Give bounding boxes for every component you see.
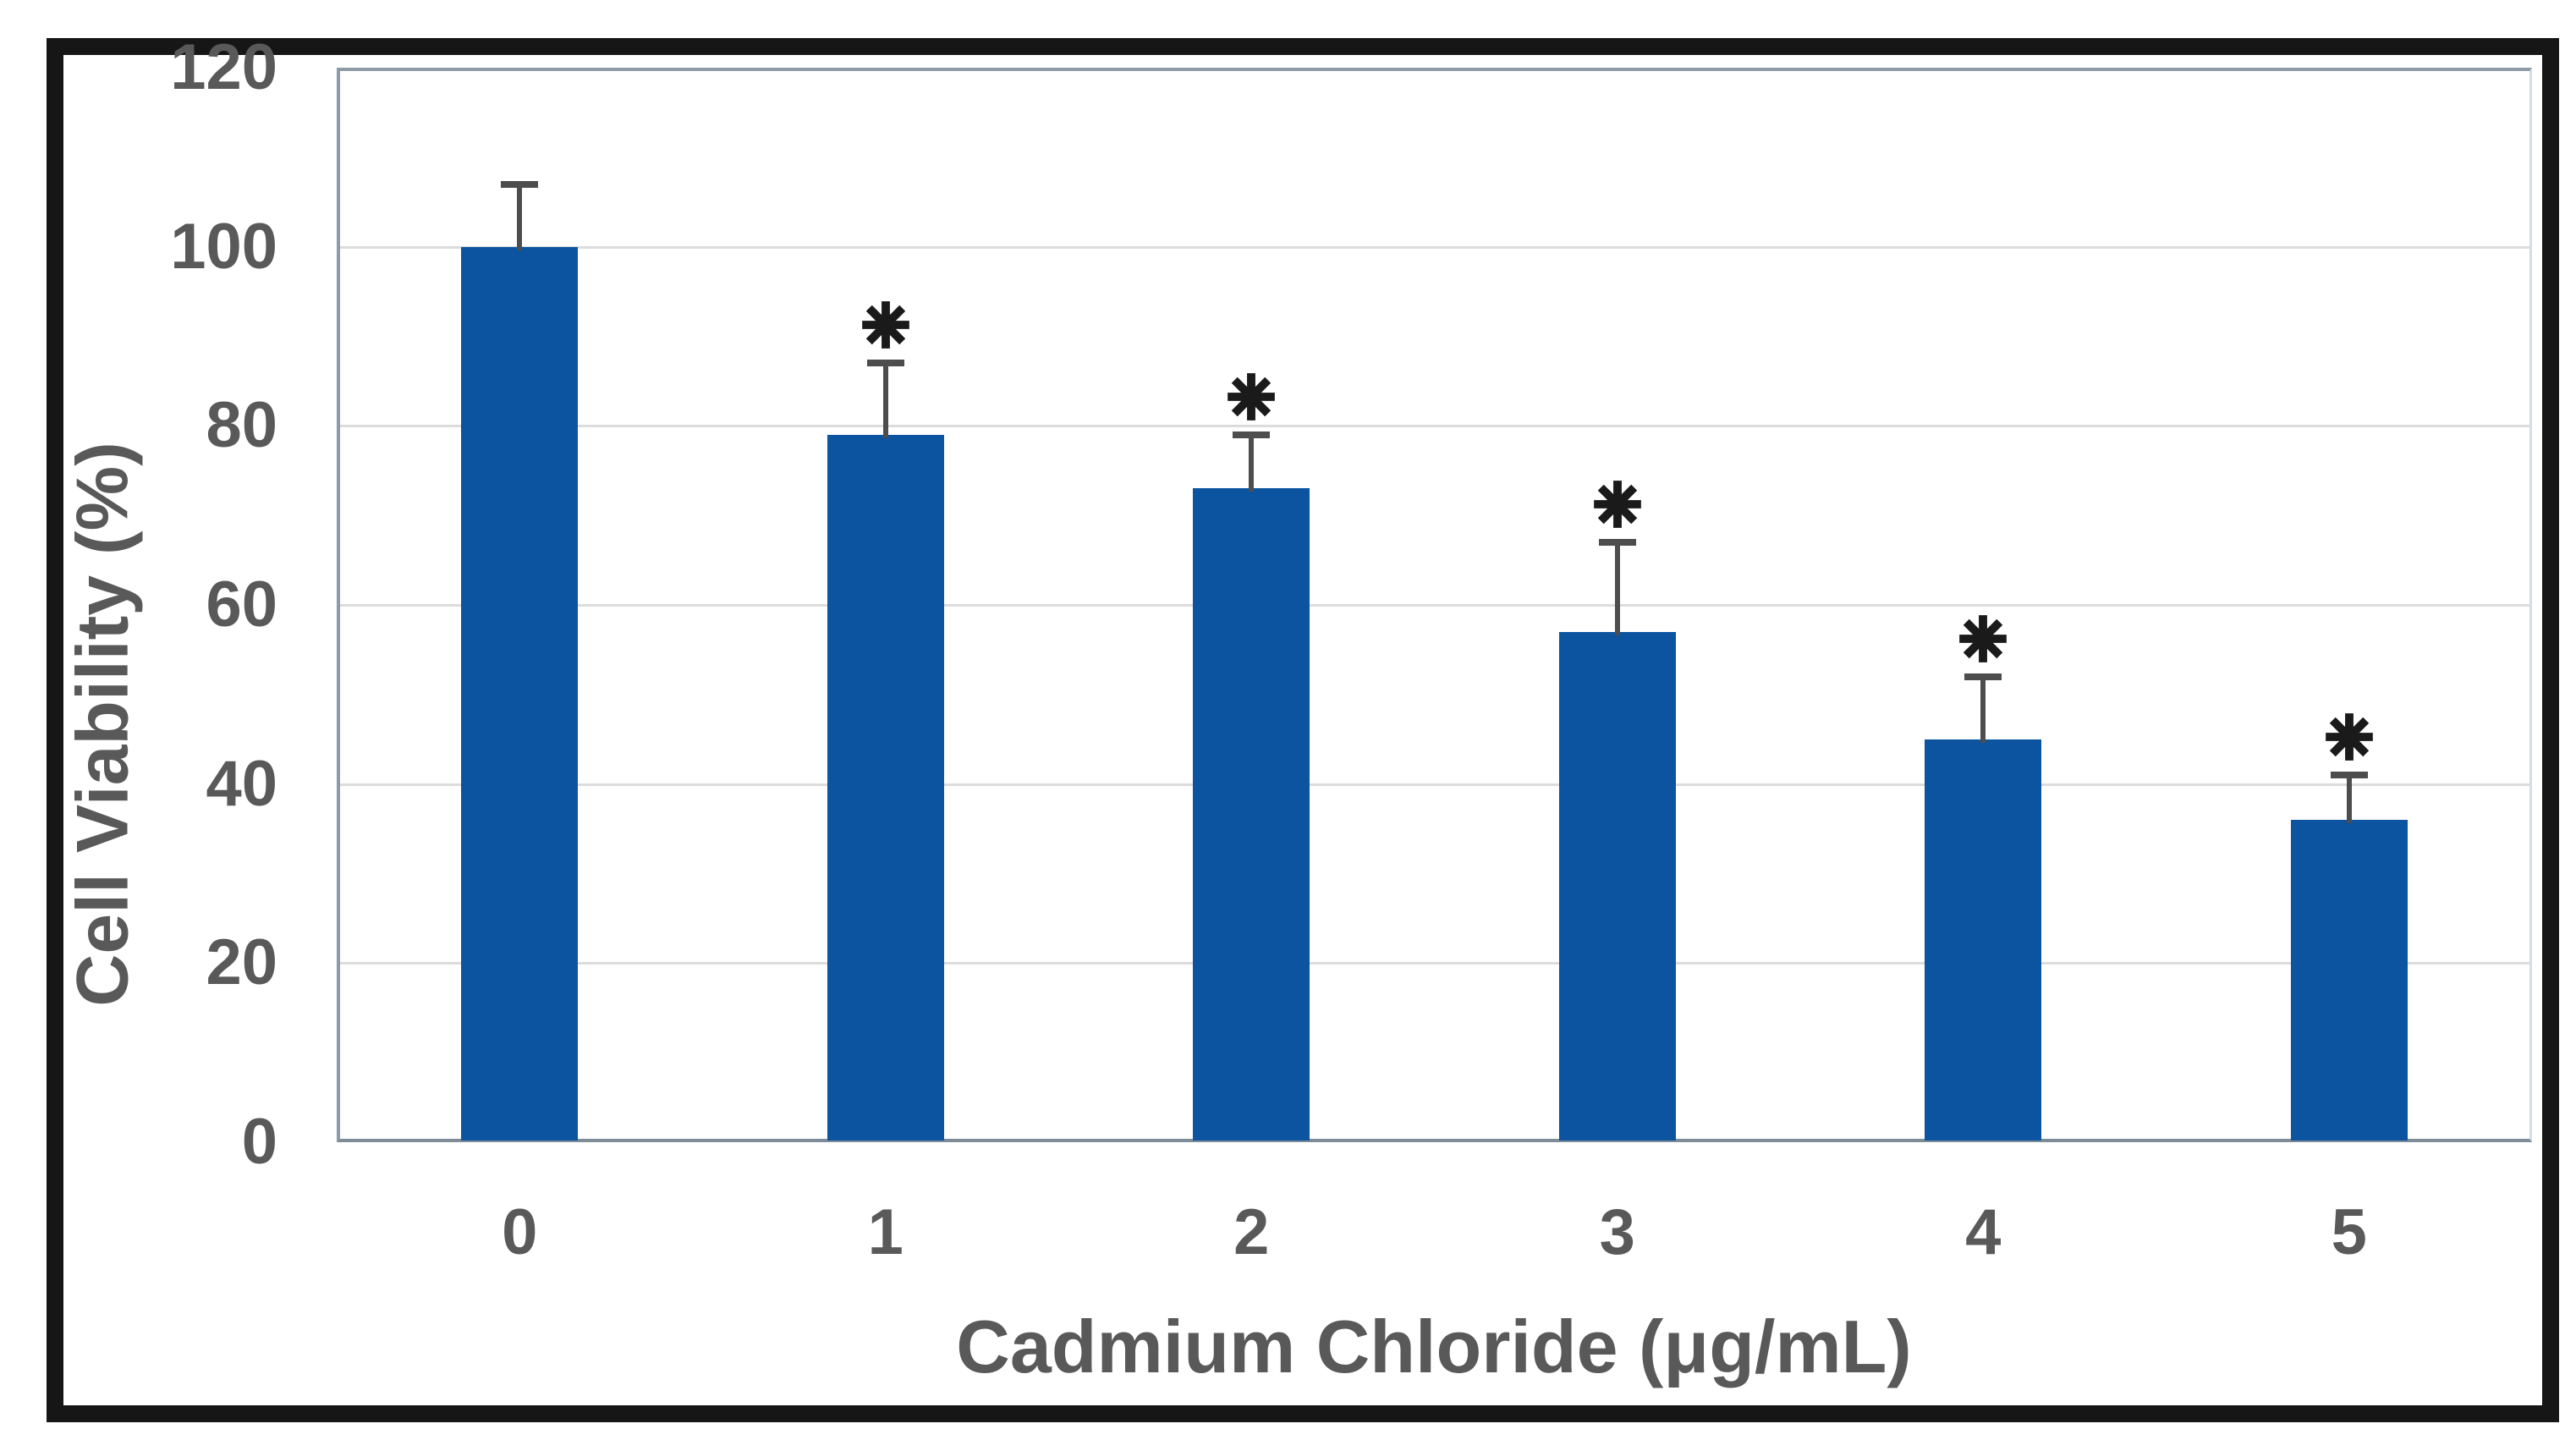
y-tick-label: 60 bbox=[206, 569, 277, 640]
error-bar-cap bbox=[2330, 772, 2368, 779]
y-tick-label: 100 bbox=[170, 210, 277, 283]
gridline bbox=[340, 425, 2529, 428]
x-tick-label: 2 bbox=[1233, 1196, 1270, 1268]
y-tick-label: 120 bbox=[170, 31, 277, 103]
bar bbox=[1558, 631, 1676, 1140]
significance-asterisk-icon bbox=[1593, 480, 1642, 529]
bar bbox=[2290, 820, 2408, 1140]
significance-asterisk-icon bbox=[1227, 372, 1276, 421]
y-tick-label: 0 bbox=[241, 1106, 277, 1178]
error-bar-stem bbox=[1249, 434, 1255, 492]
gridline bbox=[340, 245, 2529, 249]
error-bar-stem bbox=[2346, 775, 2352, 823]
error-bar-cap bbox=[501, 180, 539, 188]
x-axis-title: Cadmium Chloride (μg/mL) bbox=[956, 1305, 1912, 1388]
error-bar-cap bbox=[866, 360, 904, 367]
x-tick-label: 4 bbox=[1965, 1196, 2002, 1268]
gridline bbox=[340, 783, 2529, 786]
error-bar-stem bbox=[1980, 676, 1986, 743]
y-tick-label: 20 bbox=[206, 926, 277, 999]
significance-asterisk-icon bbox=[1958, 614, 2008, 663]
x-tick-label: 0 bbox=[502, 1196, 538, 1268]
bar bbox=[827, 434, 944, 1140]
bar bbox=[461, 246, 579, 1140]
y-axis-title: Cell Viability (%) bbox=[62, 442, 144, 1007]
error-bar-stem bbox=[1614, 541, 1620, 635]
gridline bbox=[340, 962, 2529, 965]
error-bar-stem bbox=[882, 363, 888, 438]
x-tick-label: 3 bbox=[1599, 1196, 1635, 1268]
significance-asterisk-icon bbox=[861, 300, 910, 349]
x-tick-label: 5 bbox=[2331, 1196, 2367, 1268]
error-bar-cap bbox=[1598, 538, 1636, 546]
significance-asterisk-icon bbox=[2325, 712, 2374, 761]
bar bbox=[1925, 739, 2042, 1140]
error-bar-stem bbox=[517, 184, 523, 250]
x-tick-label: 1 bbox=[867, 1196, 904, 1268]
bar bbox=[1193, 488, 1310, 1140]
gridline bbox=[340, 604, 2529, 607]
error-bar-cap bbox=[1233, 431, 1271, 438]
y-tick-label: 80 bbox=[206, 389, 277, 462]
error-bar-cap bbox=[1964, 673, 2002, 680]
y-tick-label: 40 bbox=[206, 747, 277, 820]
